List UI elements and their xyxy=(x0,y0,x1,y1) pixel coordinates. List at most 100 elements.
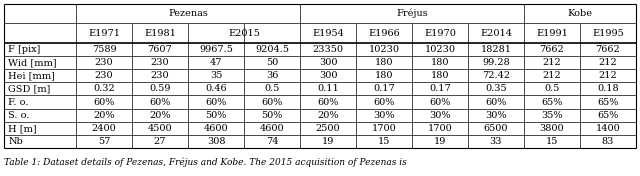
Text: 9967.5: 9967.5 xyxy=(199,45,233,54)
Text: 1400: 1400 xyxy=(596,124,620,133)
Text: 212: 212 xyxy=(598,71,618,80)
Text: 50%: 50% xyxy=(205,111,227,120)
Text: 35: 35 xyxy=(210,71,222,80)
Text: E1966: E1966 xyxy=(368,29,400,38)
Text: Kobe: Kobe xyxy=(568,9,593,18)
Text: 20%: 20% xyxy=(93,111,115,120)
Text: Wid [mm]: Wid [mm] xyxy=(8,58,57,67)
Text: 4500: 4500 xyxy=(148,124,172,133)
Text: 60%: 60% xyxy=(317,98,339,106)
Text: 180: 180 xyxy=(431,58,449,67)
Text: 30%: 30% xyxy=(485,111,507,120)
Text: 7607: 7607 xyxy=(148,45,172,54)
Text: E1991: E1991 xyxy=(536,29,568,38)
Text: 212: 212 xyxy=(543,58,561,67)
Text: 65%: 65% xyxy=(597,111,619,120)
Text: 15: 15 xyxy=(378,137,390,146)
Text: 6500: 6500 xyxy=(484,124,508,133)
Text: Hei [mm]: Hei [mm] xyxy=(8,71,55,80)
Text: 60%: 60% xyxy=(373,98,395,106)
Text: Pezenas: Pezenas xyxy=(168,9,208,18)
Text: 20%: 20% xyxy=(149,111,171,120)
Text: 30%: 30% xyxy=(373,111,395,120)
Text: 20%: 20% xyxy=(317,111,339,120)
Text: 180: 180 xyxy=(375,71,393,80)
Text: 65%: 65% xyxy=(541,98,563,106)
Text: 300: 300 xyxy=(319,58,337,67)
Text: 0.32: 0.32 xyxy=(93,84,115,93)
Text: E1970: E1970 xyxy=(424,29,456,38)
Text: H [m]: H [m] xyxy=(8,124,37,133)
Text: 0.18: 0.18 xyxy=(597,84,619,93)
Text: 0.59: 0.59 xyxy=(149,84,171,93)
Text: 33: 33 xyxy=(490,137,502,146)
Text: 0.46: 0.46 xyxy=(205,84,227,93)
Text: 60%: 60% xyxy=(429,98,451,106)
Text: 230: 230 xyxy=(95,58,113,67)
Text: 15: 15 xyxy=(546,137,558,146)
Text: 0.5: 0.5 xyxy=(544,84,560,93)
Text: 0.17: 0.17 xyxy=(429,84,451,93)
Text: 180: 180 xyxy=(431,71,449,80)
Text: 7662: 7662 xyxy=(596,45,620,54)
Text: 60%: 60% xyxy=(485,98,507,106)
Text: 65%: 65% xyxy=(597,98,619,106)
Text: GSD [m]: GSD [m] xyxy=(8,84,51,93)
Text: 99.28: 99.28 xyxy=(482,58,510,67)
Text: 230: 230 xyxy=(150,58,170,67)
Text: 36: 36 xyxy=(266,71,278,80)
Text: 1700: 1700 xyxy=(372,124,396,133)
Text: 212: 212 xyxy=(598,58,618,67)
Text: 0.11: 0.11 xyxy=(317,84,339,93)
Text: 23350: 23350 xyxy=(312,45,344,54)
Text: 18281: 18281 xyxy=(481,45,511,54)
Text: 0.5: 0.5 xyxy=(264,84,280,93)
Text: 2500: 2500 xyxy=(316,124,340,133)
Text: 7589: 7589 xyxy=(92,45,116,54)
Text: 2400: 2400 xyxy=(92,124,116,133)
Text: 19: 19 xyxy=(322,137,334,146)
Text: E2015: E2015 xyxy=(228,29,260,38)
Text: 47: 47 xyxy=(210,58,222,67)
Text: 7662: 7662 xyxy=(540,45,564,54)
Text: 60%: 60% xyxy=(261,98,283,106)
Text: 30%: 30% xyxy=(429,111,451,120)
Text: 35%: 35% xyxy=(541,111,563,120)
Text: 57: 57 xyxy=(98,137,110,146)
Text: 60%: 60% xyxy=(149,98,171,106)
Text: E2014: E2014 xyxy=(480,29,512,38)
Text: 9204.5: 9204.5 xyxy=(255,45,289,54)
Text: 72.42: 72.42 xyxy=(482,71,510,80)
Text: 230: 230 xyxy=(95,71,113,80)
Text: 60%: 60% xyxy=(93,98,115,106)
Text: 0.17: 0.17 xyxy=(373,84,395,93)
Text: 50: 50 xyxy=(266,58,278,67)
Text: 230: 230 xyxy=(150,71,170,80)
Text: F [pix]: F [pix] xyxy=(8,45,41,54)
Text: 300: 300 xyxy=(319,71,337,80)
Text: 74: 74 xyxy=(266,137,278,146)
Text: Nb: Nb xyxy=(8,137,23,146)
Text: 180: 180 xyxy=(375,58,393,67)
Text: 27: 27 xyxy=(154,137,166,146)
Text: 3800: 3800 xyxy=(540,124,564,133)
Text: 4600: 4600 xyxy=(260,124,284,133)
Text: 50%: 50% xyxy=(261,111,283,120)
Text: E1971: E1971 xyxy=(88,29,120,38)
Text: 19: 19 xyxy=(434,137,446,146)
Text: Fréjus: Fréjus xyxy=(396,9,428,18)
Text: 0.35: 0.35 xyxy=(485,84,507,93)
Text: 83: 83 xyxy=(602,137,614,146)
Text: E1981: E1981 xyxy=(144,29,176,38)
Text: E1995: E1995 xyxy=(592,29,624,38)
Text: Table 1: Dataset details of Pezenas, Fréjus and Kobe. The 2015 acquisition of Pe: Table 1: Dataset details of Pezenas, Fré… xyxy=(4,157,407,167)
Text: 4600: 4600 xyxy=(204,124,228,133)
Text: E1954: E1954 xyxy=(312,29,344,38)
Text: 10230: 10230 xyxy=(424,45,456,54)
Text: S. o.: S. o. xyxy=(8,111,30,120)
Text: F. o.: F. o. xyxy=(8,98,29,106)
Text: 60%: 60% xyxy=(205,98,227,106)
Text: 10230: 10230 xyxy=(369,45,399,54)
Text: 212: 212 xyxy=(543,71,561,80)
Text: 308: 308 xyxy=(207,137,225,146)
